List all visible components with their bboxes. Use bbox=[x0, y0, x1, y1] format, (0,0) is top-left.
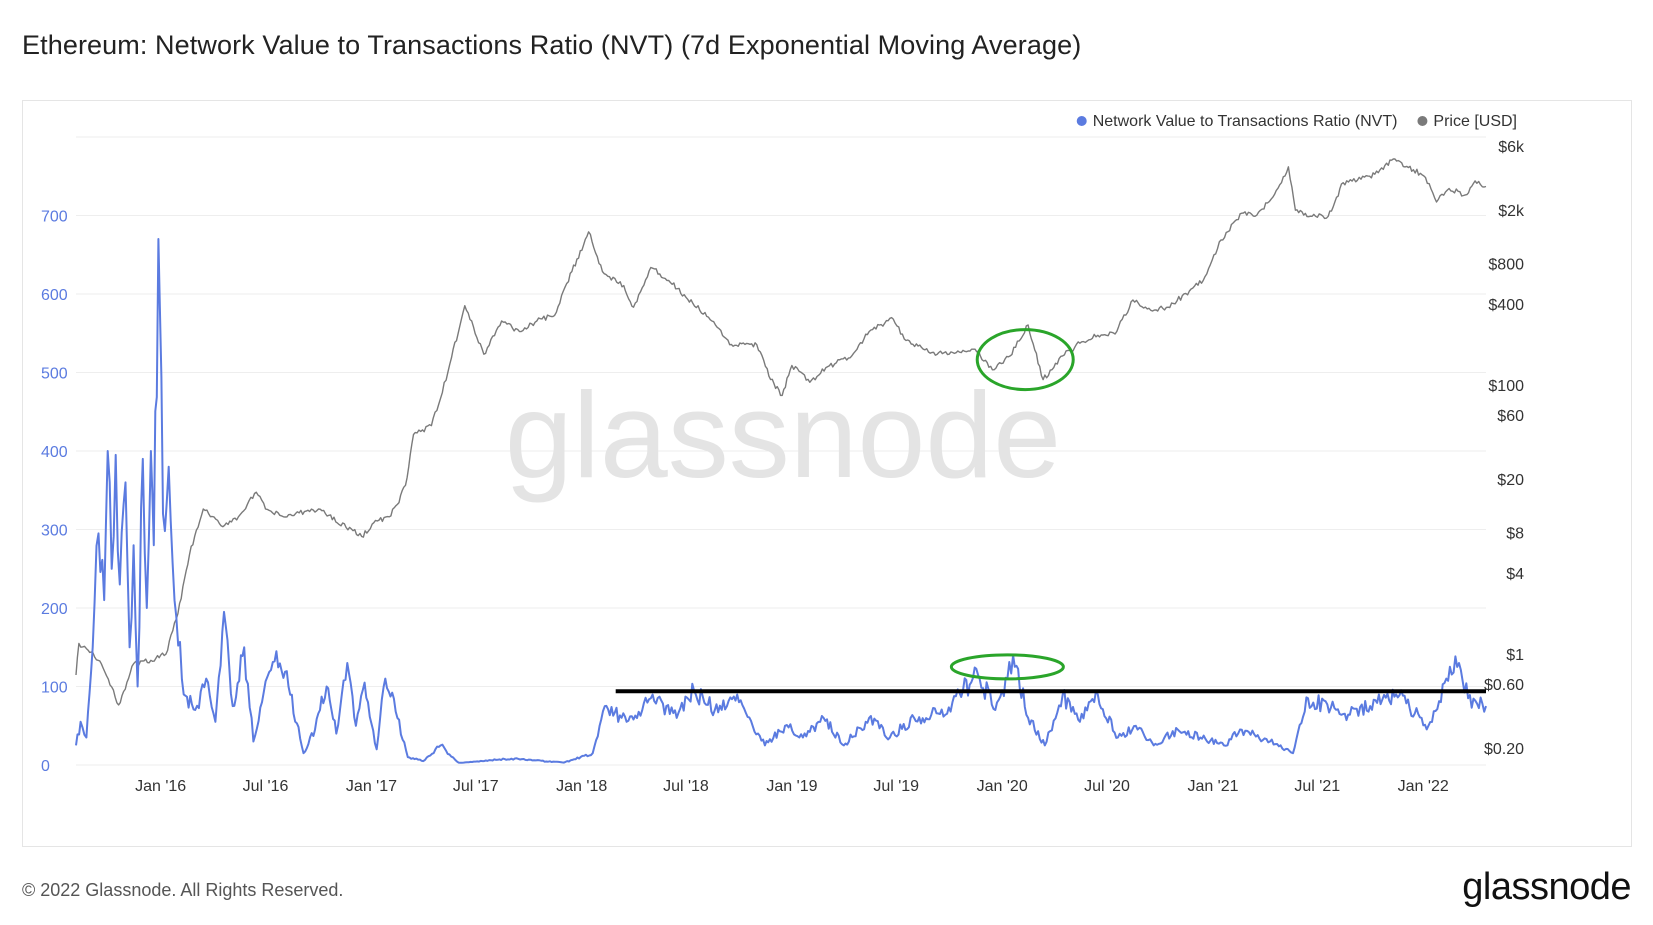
left-tick-label: 400 bbox=[41, 444, 68, 461]
x-axis: Jan '16 Jul '16 Jan '17 Jul '17 Jan '18 Jul '… bbox=[135, 778, 1449, 795]
x-tick-label: Jan '21 bbox=[1187, 778, 1238, 795]
x-tick-label: Jan '20 bbox=[977, 778, 1028, 795]
x-tick-label: Jan '18 bbox=[556, 778, 607, 795]
x-tick-label: Jul '20 bbox=[1084, 778, 1130, 795]
x-tick-label: Jan '16 bbox=[135, 778, 186, 795]
legend[interactable]: Price [USD] Network Value to Transactions… bbox=[1076, 113, 1517, 130]
nvt-series-line bbox=[75, 238, 1487, 764]
annotations bbox=[615, 328, 1486, 694]
brand-logo[interactable]: glassnode bbox=[1462, 866, 1631, 908]
copyright-text: © 2022 Glassnode. All Rights Reserved. bbox=[22, 880, 344, 900]
right-tick-label: $8 bbox=[1506, 526, 1524, 543]
legend-marker[interactable] bbox=[1417, 116, 1428, 126]
x-tick-label: Jul '16 bbox=[243, 778, 289, 795]
left-tick-label: 500 bbox=[41, 366, 68, 383]
x-tick-label: Jan '19 bbox=[766, 778, 817, 795]
x-tick-label: Jul '19 bbox=[873, 778, 919, 795]
gridlines bbox=[76, 136, 1486, 766]
left-tick-label: 100 bbox=[41, 680, 68, 697]
x-tick-label: Jan '22 bbox=[1398, 778, 1449, 795]
price-highlight-circle bbox=[975, 328, 1075, 392]
legend-label[interactable]: Price [USD] bbox=[1433, 113, 1517, 130]
x-tick-label: Jul '17 bbox=[453, 778, 499, 795]
right-tick-label: $6k bbox=[1498, 139, 1525, 156]
x-tick-label: Jul '18 bbox=[663, 778, 709, 795]
left-axis: 0 100 200 300 400 500 600 700 bbox=[41, 209, 68, 776]
right-tick-label: $2k bbox=[1498, 203, 1525, 220]
left-tick-label: 300 bbox=[41, 523, 68, 540]
chart-panel: glassnode 0 100 200 300 400 500 600 700 $0.20 $0… bbox=[22, 100, 1632, 847]
series-group bbox=[75, 158, 1487, 764]
right-tick-label: $60 bbox=[1497, 408, 1524, 425]
right-tick-label: $0.60 bbox=[1484, 677, 1524, 694]
x-tick-label: Jan '17 bbox=[346, 778, 397, 795]
left-tick-label: 700 bbox=[41, 209, 68, 226]
price-series-line bbox=[75, 158, 1487, 706]
right-tick-label: $1 bbox=[1506, 647, 1524, 664]
chart-title: Ethereum: Network Value to Transactions … bbox=[22, 30, 1082, 60]
left-tick-label: 200 bbox=[41, 601, 68, 618]
x-tick-label: Jul '21 bbox=[1294, 778, 1340, 795]
right-tick-label: $400 bbox=[1488, 297, 1524, 314]
nvt-highlight-circle bbox=[949, 653, 1065, 681]
right-axis: $0.20 $0.60 $1 $4 $8 $20 $60 $100 $400 $800 $2k $6k bbox=[1484, 139, 1525, 758]
left-tick-label: 600 bbox=[41, 287, 68, 304]
legend-marker[interactable] bbox=[1076, 116, 1087, 126]
left-tick-label: 0 bbox=[41, 758, 50, 775]
right-tick-label: $800 bbox=[1488, 257, 1524, 274]
right-tick-label: $20 bbox=[1497, 472, 1524, 489]
watermark: glassnode bbox=[505, 367, 1061, 503]
right-tick-label: $4 bbox=[1506, 566, 1524, 583]
right-tick-label: $100 bbox=[1488, 378, 1524, 395]
right-tick-label: $0.20 bbox=[1484, 741, 1524, 758]
legend-label[interactable]: Network Value to Transactions Ratio (NVT… bbox=[1093, 113, 1398, 130]
